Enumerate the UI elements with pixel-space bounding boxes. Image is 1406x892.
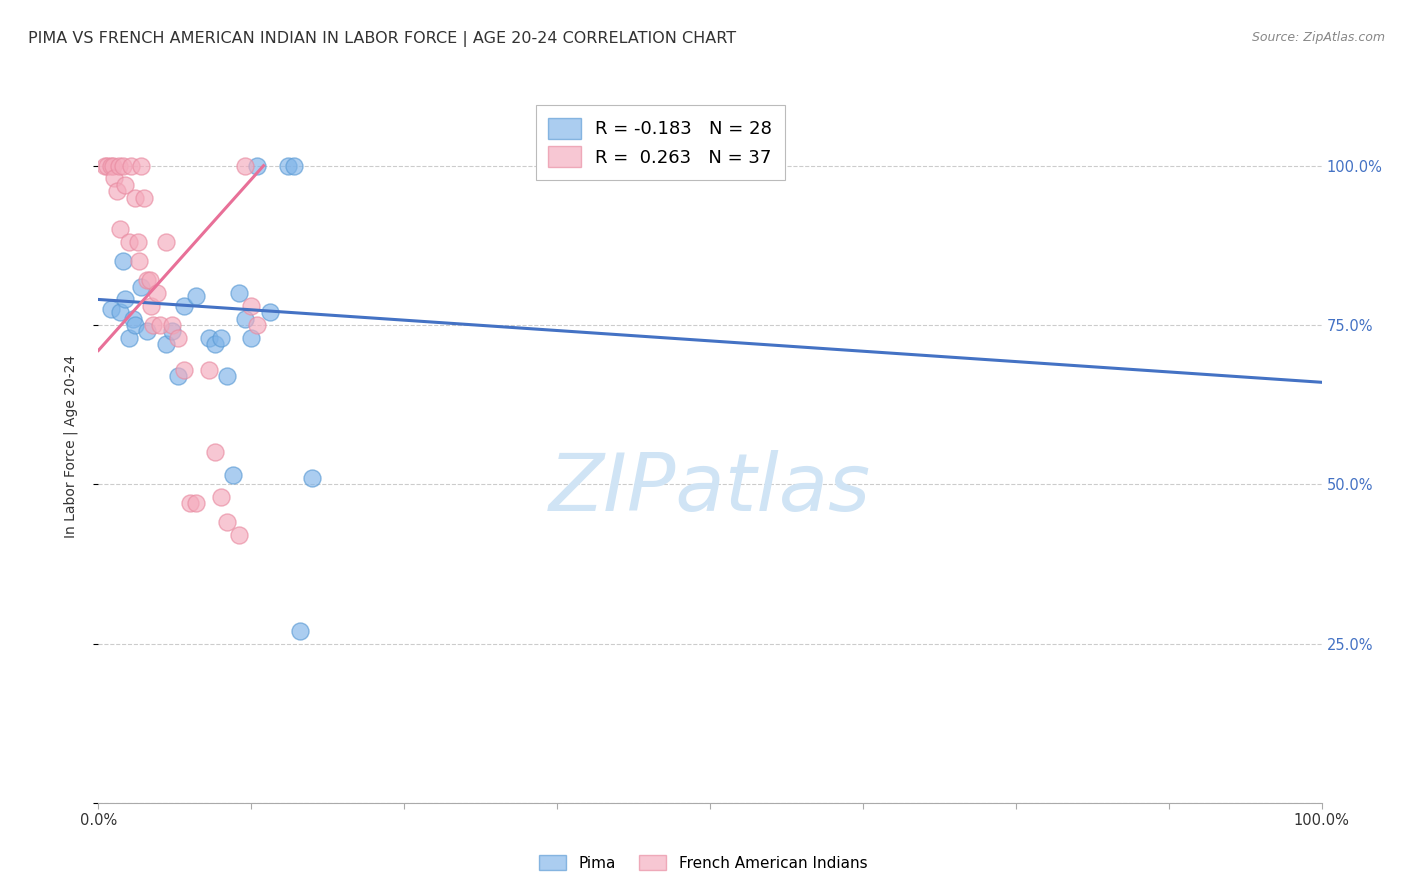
Point <box>197 362 219 376</box>
Point <box>96 159 118 173</box>
Point <box>204 337 226 351</box>
Point <box>129 279 152 293</box>
Point <box>110 305 132 319</box>
Point <box>124 318 146 332</box>
Point <box>142 318 165 332</box>
Point <box>114 293 136 307</box>
Point <box>146 286 169 301</box>
Point <box>101 159 124 173</box>
Point <box>136 324 159 338</box>
Point <box>228 286 250 301</box>
Point <box>160 324 183 338</box>
Point <box>240 299 263 313</box>
Point <box>118 331 141 345</box>
Point <box>277 159 299 173</box>
Point <box>301 471 323 485</box>
Point <box>215 368 238 383</box>
Point <box>204 445 226 459</box>
Point <box>215 516 238 530</box>
Point <box>197 331 219 345</box>
Text: ZIPatlas: ZIPatlas <box>548 450 872 528</box>
Point <box>167 368 190 383</box>
Point <box>246 159 269 173</box>
Point <box>139 299 162 313</box>
Point <box>120 159 142 173</box>
Point <box>173 299 195 313</box>
Point <box>167 331 190 345</box>
Point <box>233 311 256 326</box>
Point <box>209 331 232 345</box>
Point <box>103 171 125 186</box>
Point <box>118 235 141 249</box>
Point <box>222 467 245 482</box>
Point <box>128 254 150 268</box>
Point <box>110 222 132 236</box>
Point <box>111 159 134 173</box>
Point <box>155 235 177 249</box>
Point <box>173 362 195 376</box>
Point <box>155 337 177 351</box>
Point <box>209 490 232 504</box>
Point <box>228 528 250 542</box>
Point <box>139 273 162 287</box>
Point <box>186 496 208 510</box>
Text: Source: ZipAtlas.com: Source: ZipAtlas.com <box>1251 31 1385 45</box>
Legend: R = -0.183   N = 28, R =  0.263   N = 37: R = -0.183 N = 28, R = 0.263 N = 37 <box>536 105 785 179</box>
Point <box>233 159 256 173</box>
Legend: Pima, French American Indians: Pima, French American Indians <box>530 846 876 880</box>
Point <box>100 301 122 316</box>
Point <box>259 305 281 319</box>
Point <box>160 318 183 332</box>
Point <box>179 496 201 510</box>
Point <box>240 331 263 345</box>
Point <box>114 178 136 192</box>
Point <box>121 311 143 326</box>
Y-axis label: In Labor Force | Age 20-24: In Labor Force | Age 20-24 <box>63 354 77 538</box>
Point <box>127 235 149 249</box>
Point <box>246 318 269 332</box>
Point <box>93 159 115 173</box>
Text: PIMA VS FRENCH AMERICAN INDIAN IN LABOR FORCE | AGE 20-24 CORRELATION CHART: PIMA VS FRENCH AMERICAN INDIAN IN LABOR … <box>28 31 737 47</box>
Point <box>283 159 305 173</box>
Point <box>111 254 134 268</box>
Point <box>124 190 146 204</box>
Point <box>290 624 312 638</box>
Point <box>100 159 122 173</box>
Point <box>108 159 131 173</box>
Point <box>149 318 172 332</box>
Point <box>129 159 152 173</box>
Point <box>136 273 159 287</box>
Point <box>132 190 155 204</box>
Point <box>186 289 208 303</box>
Point <box>105 184 128 198</box>
